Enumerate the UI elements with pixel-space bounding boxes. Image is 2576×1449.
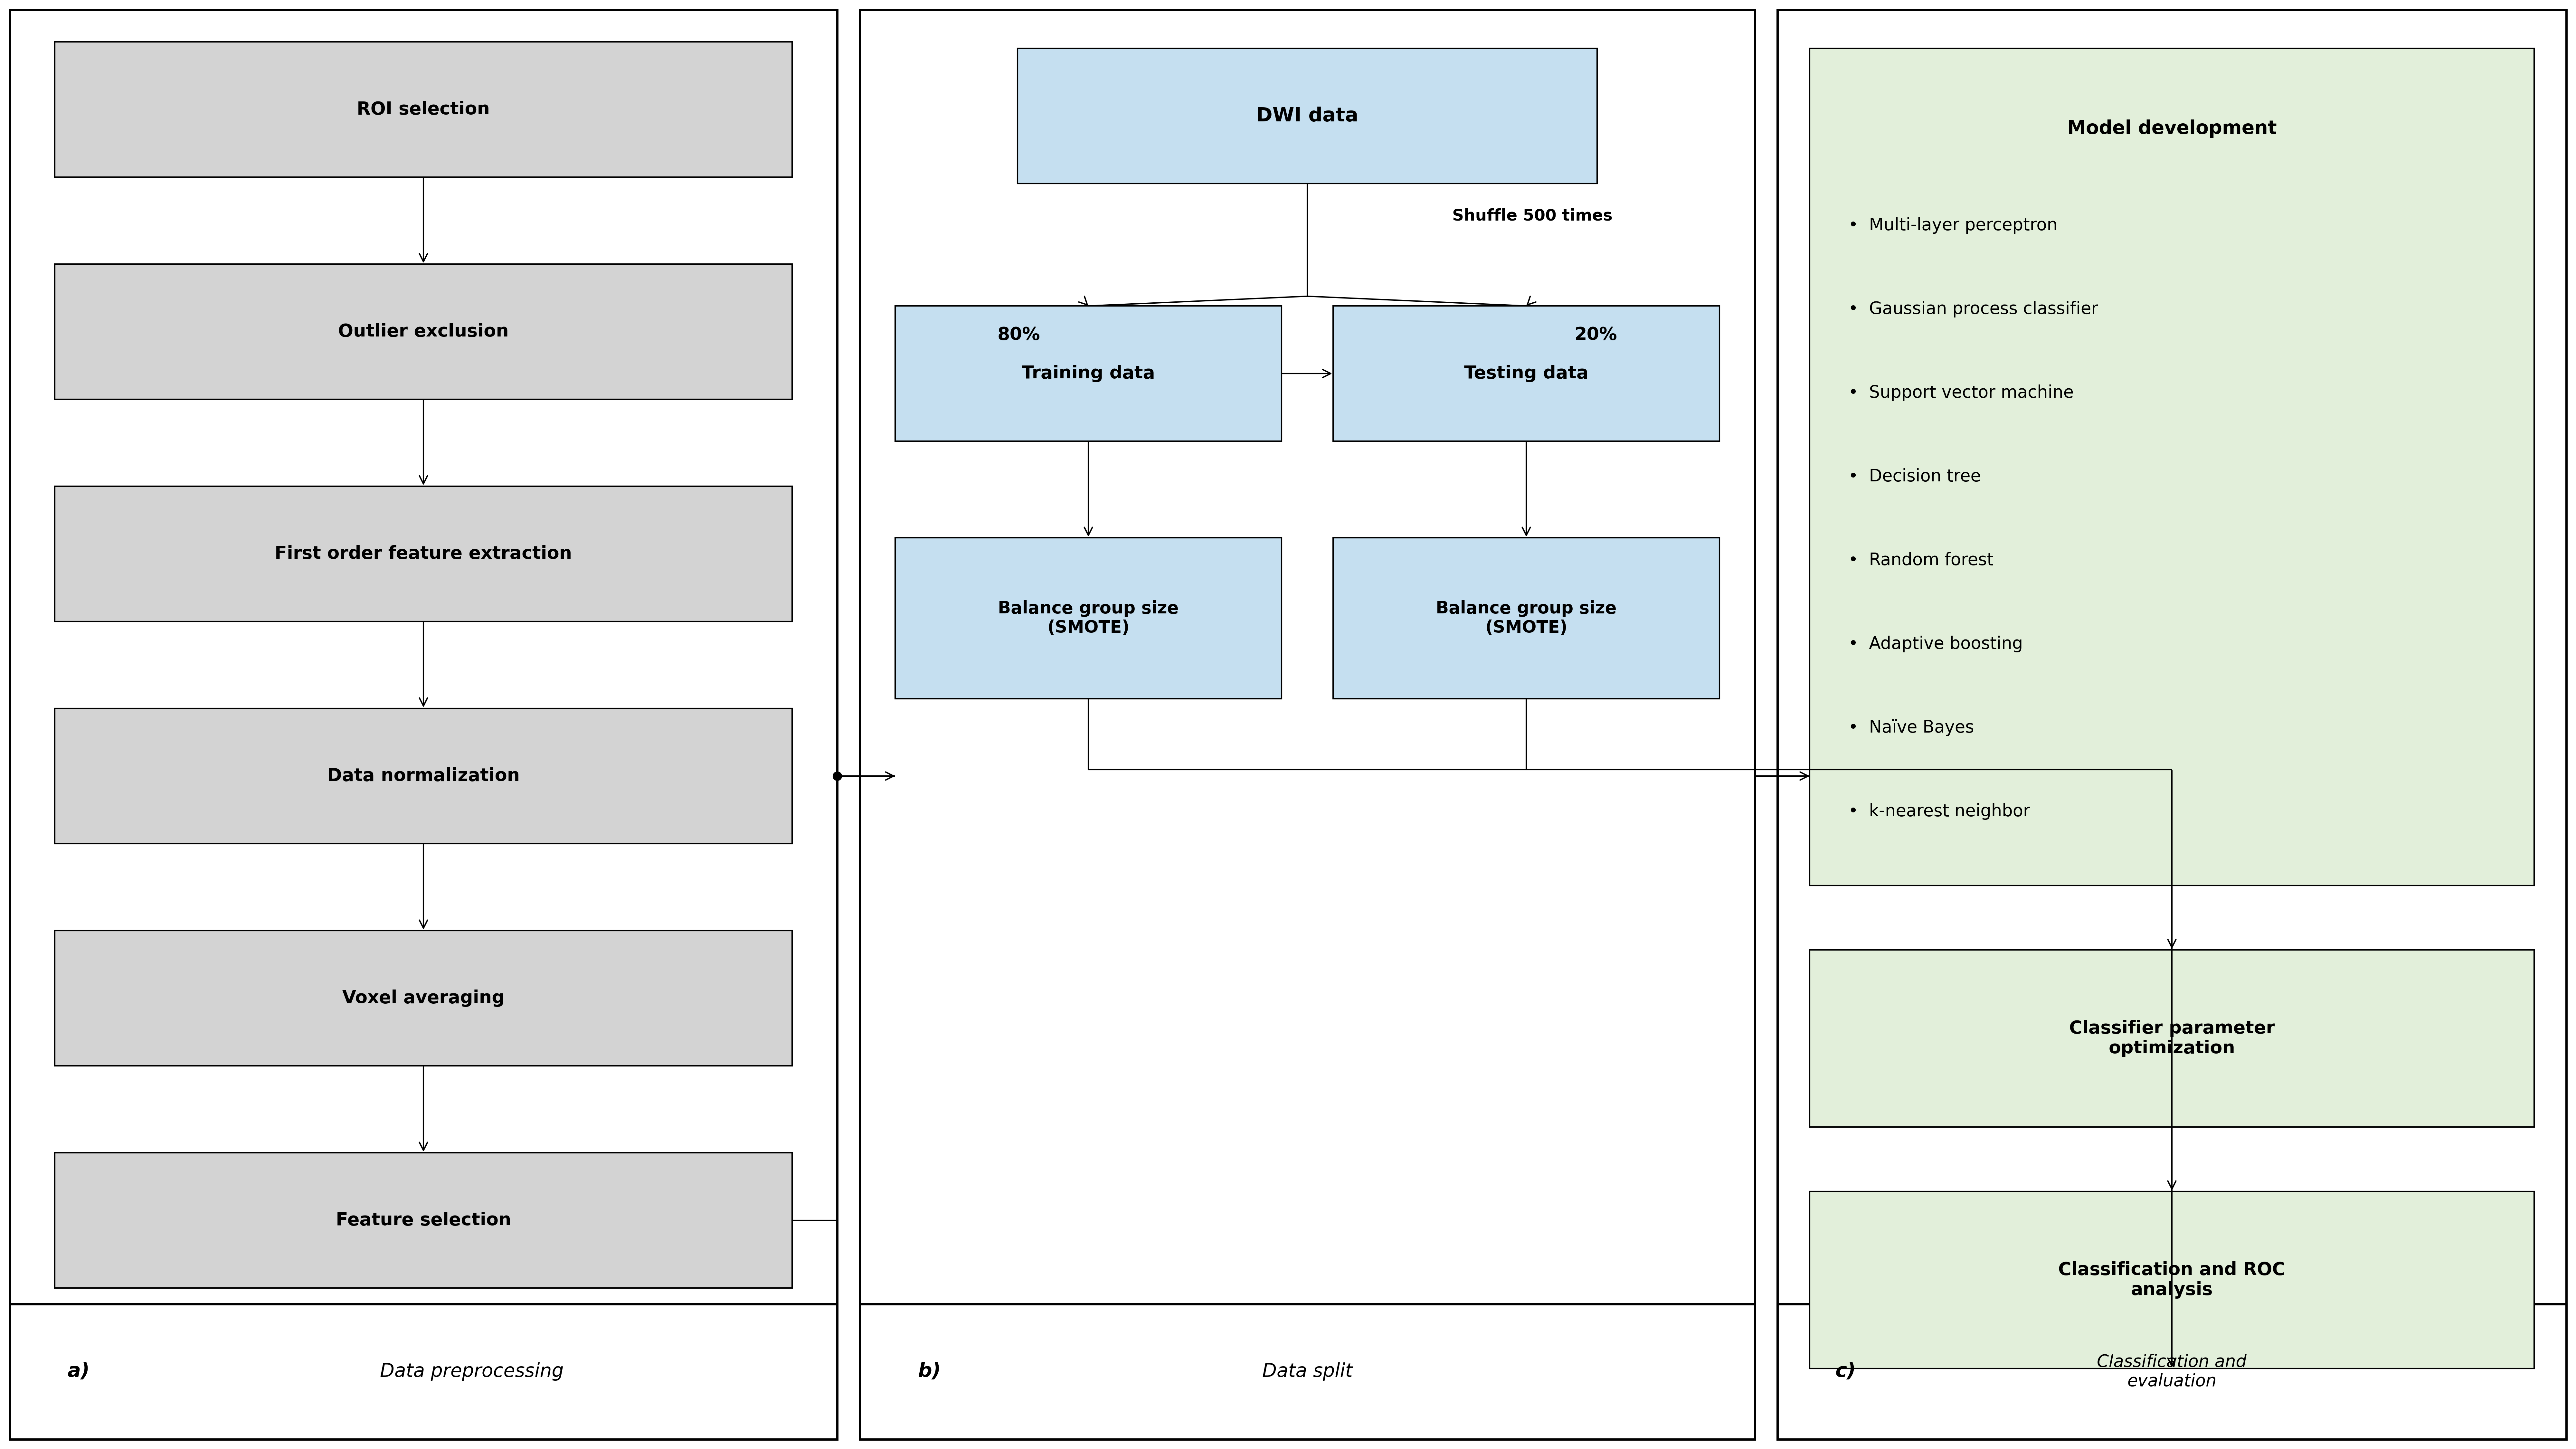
Text: •  Adaptive boosting: • Adaptive boosting xyxy=(1850,636,2022,652)
Text: First order feature extraction: First order feature extraction xyxy=(276,545,572,562)
Text: •  Decision tree: • Decision tree xyxy=(1850,468,1981,485)
Text: •  Multi-layer perceptron: • Multi-layer perceptron xyxy=(1850,217,2058,233)
Text: Training data: Training data xyxy=(1023,365,1154,383)
FancyBboxPatch shape xyxy=(896,538,1283,698)
Text: 20%: 20% xyxy=(1574,326,1618,343)
FancyBboxPatch shape xyxy=(860,10,1754,1439)
FancyBboxPatch shape xyxy=(1808,951,2535,1127)
Text: •  Support vector machine: • Support vector machine xyxy=(1850,384,2074,401)
FancyBboxPatch shape xyxy=(1808,48,2535,885)
Text: Model development: Model development xyxy=(2066,120,2277,138)
FancyBboxPatch shape xyxy=(896,306,1283,440)
Text: Data split: Data split xyxy=(1262,1362,1352,1381)
Text: 80%: 80% xyxy=(997,326,1041,343)
Text: Data normalization: Data normalization xyxy=(327,768,520,785)
FancyBboxPatch shape xyxy=(1808,1191,2535,1368)
Text: Classification and ROC
analysis: Classification and ROC analysis xyxy=(2058,1261,2285,1298)
FancyBboxPatch shape xyxy=(1777,10,2566,1439)
FancyBboxPatch shape xyxy=(1334,306,1721,440)
Text: a): a) xyxy=(67,1362,90,1381)
FancyBboxPatch shape xyxy=(54,264,793,400)
Text: Feature selection: Feature selection xyxy=(335,1211,510,1229)
Text: Balance group size
(SMOTE): Balance group size (SMOTE) xyxy=(1435,600,1618,636)
Text: •  k-nearest neighbor: • k-nearest neighbor xyxy=(1850,803,2030,820)
FancyBboxPatch shape xyxy=(54,930,793,1066)
FancyBboxPatch shape xyxy=(54,487,793,622)
FancyBboxPatch shape xyxy=(54,42,793,177)
FancyBboxPatch shape xyxy=(1777,1304,2566,1439)
Text: ROI selection: ROI selection xyxy=(358,101,489,119)
FancyBboxPatch shape xyxy=(10,10,837,1439)
Text: Shuffle 500 times: Shuffle 500 times xyxy=(1453,209,1613,223)
Text: b): b) xyxy=(917,1362,940,1381)
Text: Testing data: Testing data xyxy=(1463,365,1589,383)
FancyBboxPatch shape xyxy=(1334,538,1721,698)
Text: Outlier exclusion: Outlier exclusion xyxy=(337,323,507,341)
Text: •  Random forest: • Random forest xyxy=(1850,552,1994,568)
Text: Classifier parameter
optimization: Classifier parameter optimization xyxy=(2069,1020,2275,1058)
Text: c): c) xyxy=(1834,1362,1857,1381)
FancyBboxPatch shape xyxy=(860,1304,1754,1439)
FancyBboxPatch shape xyxy=(10,1304,837,1439)
Text: Balance group size
(SMOTE): Balance group size (SMOTE) xyxy=(997,600,1180,636)
Text: Data preprocessing: Data preprocessing xyxy=(379,1362,564,1381)
Text: Voxel averaging: Voxel averaging xyxy=(343,990,505,1007)
FancyBboxPatch shape xyxy=(54,709,793,843)
FancyBboxPatch shape xyxy=(54,1153,793,1288)
Text: •  Naïve Bayes: • Naïve Bayes xyxy=(1850,719,1973,736)
FancyBboxPatch shape xyxy=(1018,48,1597,184)
Text: •  Gaussian process classifier: • Gaussian process classifier xyxy=(1850,301,2099,317)
Text: Classification and
evaluation: Classification and evaluation xyxy=(2097,1353,2246,1390)
Text: DWI data: DWI data xyxy=(1257,106,1358,126)
